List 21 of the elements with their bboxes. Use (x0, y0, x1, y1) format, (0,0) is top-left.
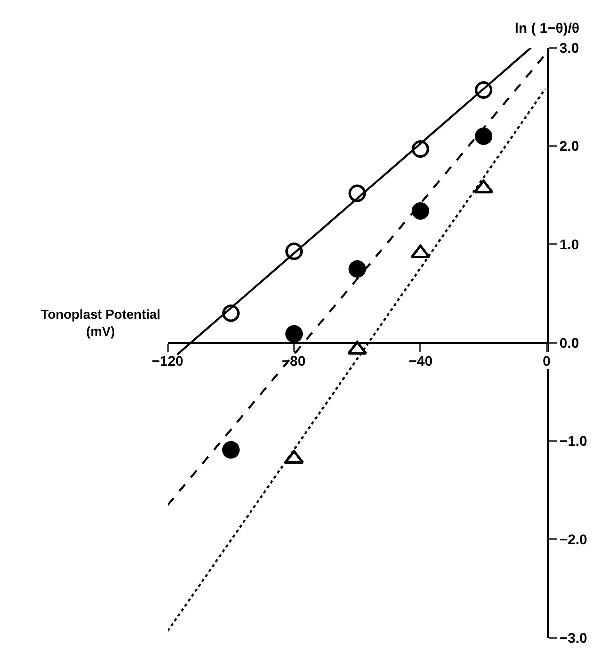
y-tick-label: 1.0 (560, 236, 580, 253)
point (222, 441, 240, 459)
point (410, 244, 431, 259)
y-tick-label: −3.0 (560, 630, 588, 646)
point (348, 341, 368, 355)
x-tick-label: −120 (152, 353, 184, 369)
y-tick-label: 2.0 (560, 138, 580, 154)
point (348, 260, 366, 278)
y-tick-label: 3.0 (560, 40, 580, 56)
y-tick-label: −2.0 (560, 532, 588, 548)
y-tick-label: 0.0 (560, 334, 580, 351)
y-axis-title: ln ( 1−θ)/θ (515, 20, 580, 36)
x-tick-label: 0 (543, 353, 551, 369)
x-axis-title: Tonoplast Potential (mV) (41, 307, 161, 339)
point (284, 450, 304, 464)
x-tick-label: −40 (409, 353, 433, 369)
y-tick-label: −1.0 (560, 433, 588, 450)
x-tick-label: −80 (282, 353, 306, 369)
point (286, 325, 304, 343)
point (412, 202, 430, 220)
point (475, 128, 493, 146)
